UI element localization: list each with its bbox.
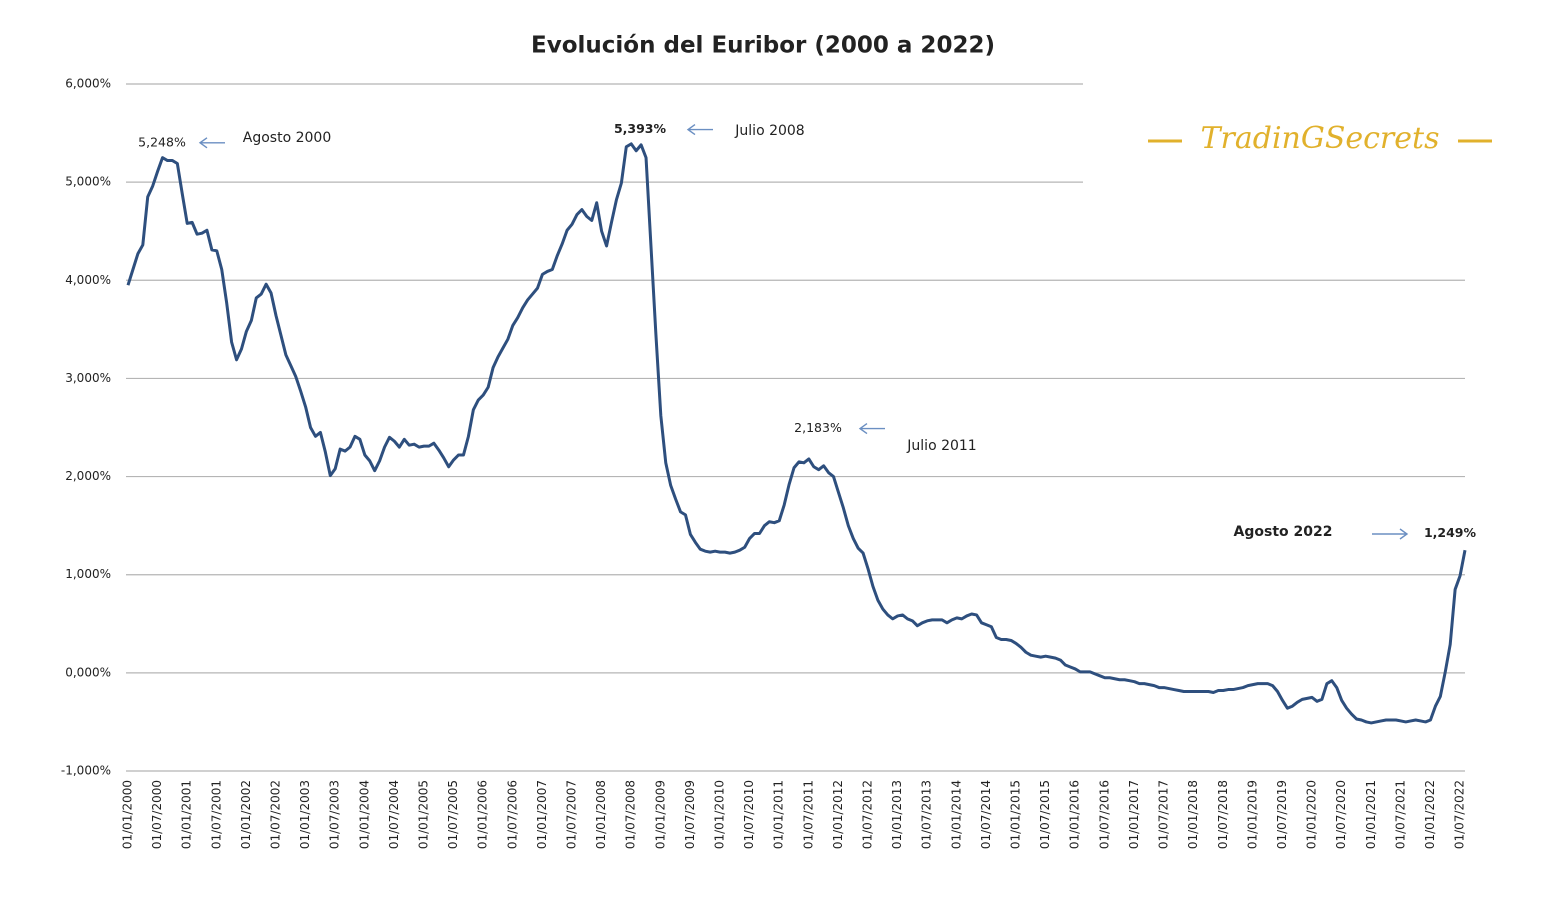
- y-tick-label: 0,000%: [65, 665, 111, 679]
- x-tick-label: 01/01/2017: [1127, 780, 1141, 849]
- y-tick-label: 1,000%: [65, 567, 111, 581]
- x-tick-label: 01/07/2008: [624, 780, 638, 849]
- x-tick-label: 01/01/2013: [890, 780, 904, 849]
- x-tick-label: 01/07/2011: [801, 780, 815, 849]
- annotation-value: 2,183%: [794, 420, 842, 435]
- x-tick-label: 01/07/2009: [683, 780, 697, 849]
- x-tick-label: 01/01/2009: [653, 780, 667, 849]
- x-tick-label: 01/07/2001: [209, 780, 223, 849]
- annotation-value: 5,393%: [614, 121, 667, 136]
- y-tick-label: 4,000%: [65, 273, 111, 287]
- x-tick-label: 01/07/2017: [1157, 780, 1171, 849]
- x-tick-label: 01/07/2002: [269, 780, 283, 849]
- x-tick-label: 01/07/2006: [505, 780, 519, 849]
- annotation-text: Agosto 2000: [243, 130, 331, 146]
- line: [126, 142, 1467, 725]
- x-tick-label: 01/01/2019: [1245, 780, 1259, 849]
- x-tick-label: 01/01/2005: [417, 780, 431, 849]
- x-tick-label: 01/07/2010: [742, 780, 756, 849]
- x-tick-label: 01/07/2016: [1097, 780, 1111, 849]
- y-tick-label: 6,000%: [65, 77, 111, 91]
- x-tick-label: 01/01/2022: [1423, 780, 1437, 849]
- x-tick-label: 01/07/2021: [1393, 780, 1407, 849]
- x-tick-label: 01/01/2000: [121, 780, 135, 849]
- annotation-arrow: [686, 124, 713, 136]
- annotation-value: 1,249%: [1424, 525, 1477, 540]
- x-tick-label: 01/07/2005: [446, 780, 460, 849]
- x-tick-label: 01/01/2021: [1364, 780, 1378, 849]
- chart-title: Evolución del Euribor (2000 a 2022): [531, 33, 995, 59]
- y-tick-label: 3,000%: [65, 371, 111, 385]
- x-tick-label: 01/01/2006: [476, 780, 490, 849]
- annotation-text: Julio 2008: [734, 123, 804, 139]
- x-tick-label: 01/01/2004: [357, 780, 371, 849]
- x-tick-label: 01/01/2015: [1009, 780, 1023, 849]
- x-tick-label: 01/07/2004: [387, 780, 401, 849]
- x-tick-label: 01/01/2002: [239, 780, 253, 849]
- x-tick-label: 01/01/2018: [1186, 780, 1200, 849]
- y-tick-label: 2,000%: [65, 469, 111, 483]
- x-tick-label: 01/07/2022: [1453, 780, 1467, 849]
- x-tick-label: 01/07/2014: [979, 780, 993, 849]
- x-tick-label: 01/07/2015: [1038, 780, 1052, 849]
- x-tick-label: 01/07/2003: [328, 780, 342, 849]
- annotation-value: 5,248%: [138, 134, 186, 149]
- x-tick-label: 01/07/2000: [150, 780, 164, 849]
- x-tick-label: 01/01/2008: [594, 780, 608, 849]
- annotation-arrow: [1372, 528, 1409, 540]
- x-tick-label: 01/07/2007: [565, 780, 579, 849]
- x-tick-label: 01/01/2012: [831, 780, 845, 849]
- annotation-text: Agosto 2022: [1234, 524, 1333, 540]
- annotation-arrow: [858, 423, 885, 435]
- y-tick-label: 5,000%: [65, 175, 111, 189]
- annotation-text: Julio 2011: [906, 438, 976, 454]
- x-tick-label: 01/01/2007: [535, 780, 549, 849]
- y-tick-label: -1,000%: [61, 764, 111, 778]
- logo: TradinGSecrets: [1201, 121, 1440, 156]
- x-tick-label: 01/01/2011: [772, 780, 786, 849]
- annotation-arrow: [198, 137, 225, 149]
- x-tick-label: 01/07/2019: [1275, 780, 1289, 849]
- x-tick-label: 01/01/2010: [713, 780, 727, 849]
- x-tick-label: 01/01/2014: [949, 780, 963, 849]
- x-tick-label: 01/01/2020: [1305, 780, 1319, 849]
- x-tick-label: 01/01/2001: [180, 780, 194, 849]
- x-tick-label: 01/07/2018: [1216, 780, 1230, 849]
- x-tick-label: 01/01/2003: [298, 780, 312, 849]
- x-tick-label: 01/07/2020: [1334, 780, 1348, 849]
- x-tick-label: 01/07/2013: [920, 780, 934, 849]
- x-tick-label: 01/07/2012: [861, 780, 875, 849]
- x-tick-label: 01/01/2016: [1068, 780, 1082, 849]
